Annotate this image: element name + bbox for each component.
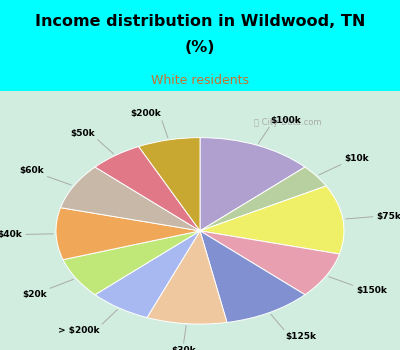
Text: $50k: $50k bbox=[71, 128, 95, 138]
Text: > $200k: > $200k bbox=[58, 326, 100, 335]
Text: $10k: $10k bbox=[344, 154, 369, 163]
Wedge shape bbox=[200, 231, 340, 295]
Text: $30k: $30k bbox=[171, 345, 196, 350]
Wedge shape bbox=[200, 167, 326, 231]
Text: $150k: $150k bbox=[356, 286, 387, 295]
Wedge shape bbox=[56, 208, 200, 260]
Text: $75k: $75k bbox=[376, 212, 400, 221]
Text: $40k: $40k bbox=[0, 230, 22, 239]
Wedge shape bbox=[95, 147, 200, 231]
Text: $200k: $200k bbox=[130, 110, 161, 118]
Wedge shape bbox=[95, 231, 200, 317]
Text: Income distribution in Wildwood, TN: Income distribution in Wildwood, TN bbox=[35, 14, 365, 29]
Wedge shape bbox=[200, 231, 305, 322]
Wedge shape bbox=[147, 231, 227, 324]
Text: $60k: $60k bbox=[19, 166, 44, 175]
Text: (%): (%) bbox=[185, 40, 215, 55]
Wedge shape bbox=[200, 138, 305, 231]
Text: $125k: $125k bbox=[286, 332, 317, 341]
Text: White residents: White residents bbox=[151, 74, 249, 87]
Text: $100k: $100k bbox=[271, 116, 302, 125]
Text: ⓘ City-Data.com: ⓘ City-Data.com bbox=[254, 118, 322, 127]
Wedge shape bbox=[60, 167, 200, 231]
Text: $20k: $20k bbox=[22, 289, 47, 299]
Wedge shape bbox=[139, 138, 200, 231]
Wedge shape bbox=[63, 231, 200, 295]
Wedge shape bbox=[200, 186, 344, 254]
